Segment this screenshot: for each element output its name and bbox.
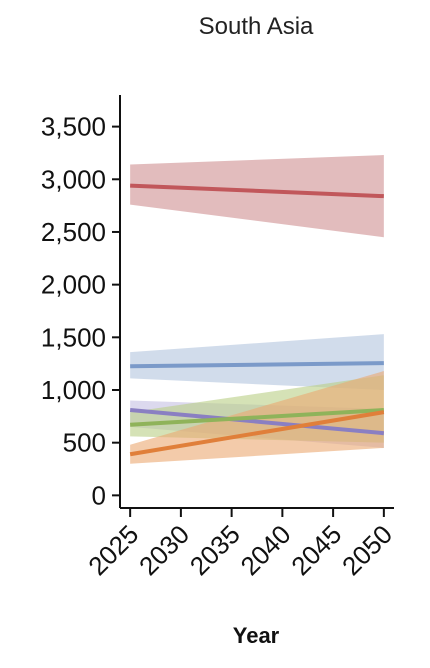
y-tick-label: 0 [92, 480, 106, 510]
y-tick-label: 2,000 [41, 270, 106, 300]
y-ticks: 0 500 1,000 1,500 2,000 2,500 3,000 3,500 [41, 112, 120, 510]
x-axis-label: Year [233, 623, 280, 648]
x-tick-label: 2030 [133, 519, 195, 581]
y-tick-label: 1,500 [41, 322, 106, 352]
y-tick-label: 1,000 [41, 375, 106, 405]
x-tick-label: 2050 [336, 519, 398, 581]
series-4-line [130, 408, 384, 427]
series-1-line [130, 183, 384, 199]
x-tick-label: 2045 [285, 519, 347, 581]
series-3-line [129, 408, 385, 436]
series-1-band [130, 155, 384, 238]
y-tick-label: 3,000 [41, 164, 106, 194]
series-2-line [130, 361, 384, 369]
y-tick-label: 500 [63, 428, 106, 458]
x-tick-label: 2025 [82, 519, 144, 581]
chart-title: South Asia [199, 13, 314, 40]
series-2-band [130, 334, 384, 390]
x-tick-label: 2035 [184, 519, 246, 581]
series-5-line [129, 410, 385, 457]
series-lines [129, 183, 385, 457]
y-tick-label: 2,500 [41, 217, 106, 247]
y-tick-label: 3,500 [41, 112, 106, 142]
x-tick-label: 2040 [234, 519, 296, 581]
